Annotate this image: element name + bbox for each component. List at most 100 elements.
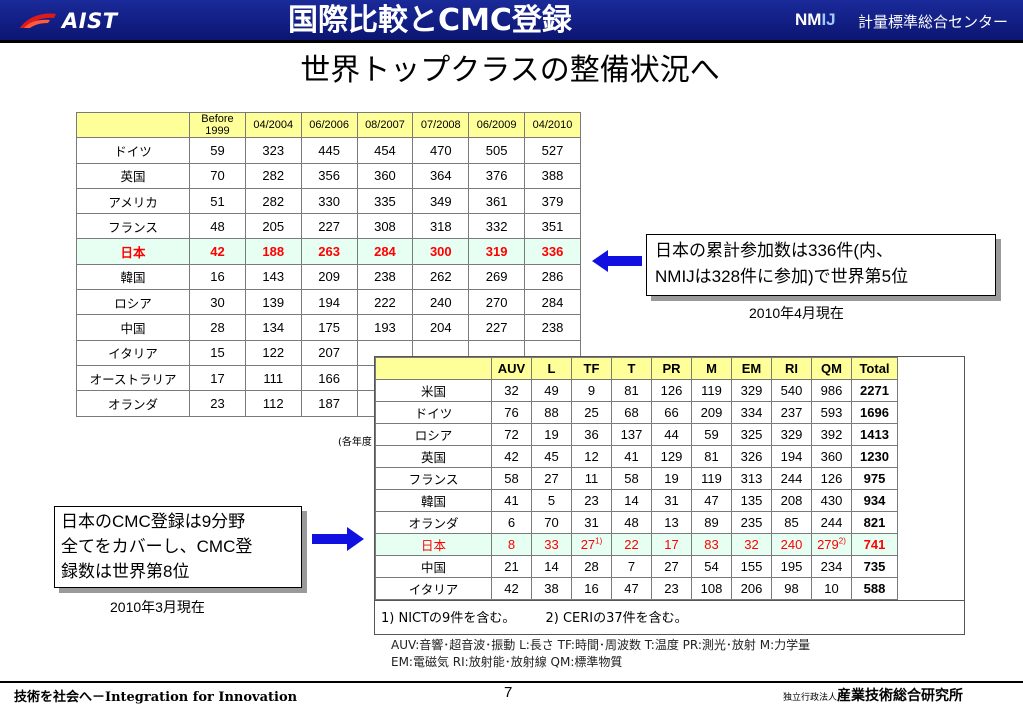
comparison-country-cell: アメリカ xyxy=(75,187,191,215)
arrow-left-icon xyxy=(592,250,642,272)
comparison-value-cell: 205 xyxy=(244,213,302,240)
cmc-value-text: 234 xyxy=(820,559,843,574)
comparison-value-cell: 28 xyxy=(189,314,246,341)
cmc-value-cell: 21 xyxy=(491,555,532,578)
cmc-value-text: 237 xyxy=(780,405,803,420)
comparison-value-cell: 175 xyxy=(300,314,358,341)
comparison-value-cell: 134 xyxy=(244,314,302,341)
comparison-country-cell: 韓国 xyxy=(75,263,191,291)
cmc-value-cell: 986 xyxy=(811,379,852,402)
cmc-value-cell: 244 xyxy=(771,467,812,490)
cmc-row: 英国 42 45 12 41 129 81 326 194 360 1230 xyxy=(375,445,898,468)
cmc-value-text: 155 xyxy=(740,559,763,574)
cmc-footnotes: 1) NICTの9件を含む。 2) CERIの37件を含む。 xyxy=(375,600,964,634)
cmc-total-cell: 741 xyxy=(851,533,898,556)
cmc-value-text: 25 xyxy=(584,405,599,420)
comparison-value-cell: 139 xyxy=(244,289,302,316)
cmc-value-text: 2271 xyxy=(860,383,889,398)
cmc-value-text: 76 xyxy=(504,405,519,420)
comparison-country-cell: 英国 xyxy=(75,162,191,189)
cmc-value-cell: 45 xyxy=(531,445,572,468)
cmc-value-cell: 234 xyxy=(811,555,852,578)
cmc-value-cell: 11 xyxy=(571,467,612,490)
cmc-value-cell: 85 xyxy=(771,511,812,534)
cmc-value-cell: 58 xyxy=(491,467,532,490)
cmc-value-cell: 54 xyxy=(691,555,732,578)
comparison-value-cell: 388 xyxy=(524,162,581,189)
cmc-value-text: 36 xyxy=(584,427,599,442)
cmc-country-cell: オランダ xyxy=(375,511,492,534)
participation-date: 2010年4月現在 xyxy=(749,305,844,321)
cmc-country-cell: イタリア xyxy=(375,577,492,600)
cmc-value-cell: 33 xyxy=(531,533,572,556)
aist-swoosh-icon xyxy=(20,13,56,28)
cmc-value-text: 6 xyxy=(507,515,516,530)
cmc-value-cell: 244 xyxy=(811,511,852,534)
cmc-value-text: 9 xyxy=(587,383,596,398)
cmc-value-cell: 14 xyxy=(611,489,652,512)
cmc-value-text: 5 xyxy=(547,493,556,508)
comparison-row: ロシア 30 139 194 222 240 270 284 xyxy=(75,289,581,316)
comparison-row: 日本 42 188 263 284 300 319 336 xyxy=(75,238,581,265)
cmc-value-text: 47 xyxy=(704,493,719,508)
cmc-value-text: 129 xyxy=(660,449,683,464)
cmc-value-cell: 47 xyxy=(691,489,732,512)
comparison-value-cell: 330 xyxy=(300,187,358,215)
cmc-col-header: EM xyxy=(731,357,772,380)
cmc-value-cell: 9 xyxy=(571,379,612,402)
cmc-total-cell: 2271 xyxy=(851,379,898,402)
cmc-value-text: 27 xyxy=(544,471,559,486)
comparison-value-cell: 16 xyxy=(189,263,246,291)
cmc-value-text: 54 xyxy=(704,559,719,574)
comparison-value-cell: 17 xyxy=(189,364,246,392)
header-rule xyxy=(0,40,1023,43)
cmc-value-text: 14 xyxy=(624,493,639,508)
nmij-logo-a: NM xyxy=(795,10,822,29)
comparison-value-cell: 166 xyxy=(300,364,358,392)
comparison-value-cell: 356 xyxy=(300,162,358,189)
footer-org-name: 産業技術総合研究所 xyxy=(837,688,964,704)
cmc-value-cell: 155 xyxy=(731,555,772,578)
cmc-value-cell: 13 xyxy=(651,511,692,534)
cmc-total-cell: 735 xyxy=(851,555,898,578)
cmc-value-text: 119 xyxy=(701,471,722,486)
participation-callout-line1: 日本の累計参加数は336件(内、 xyxy=(655,241,894,260)
cmc-value-cell: 119 xyxy=(691,379,732,402)
cmc-header-row: AUV L TF T PR M EM RI QM Total xyxy=(375,357,898,380)
arrow-right-icon xyxy=(312,527,364,551)
cmc-total-cell: 1696 xyxy=(851,401,898,424)
cmc-value-cell: 129 xyxy=(651,445,692,468)
cmc-value-cell: 81 xyxy=(691,445,732,468)
comparison-value-cell: 263 xyxy=(300,238,358,265)
cmc-row: ドイツ 76 88 25 68 66 209 334 237 593 1696 xyxy=(375,401,898,424)
cmc-value-cell: 329 xyxy=(731,379,772,402)
cmc-value-cell: 5 xyxy=(531,489,572,512)
cmc-value-cell: 41 xyxy=(491,489,532,512)
cmc-value-cell: 41 xyxy=(611,445,652,468)
comparison-value-cell: 70 xyxy=(189,162,246,189)
cmc-value-cell: 593 xyxy=(811,401,852,424)
cmc-value-cell: 36 xyxy=(571,423,612,446)
cmc-corner-cell xyxy=(375,357,492,380)
header-band xyxy=(0,0,1023,42)
cmc-value-cell: 17 xyxy=(651,533,692,556)
page-title: 国際比較とCMC登録 xyxy=(288,3,572,38)
cmc-value-text: 31 xyxy=(664,493,679,508)
cmc-row: イタリア 42 38 16 47 23 108 206 98 10 588 xyxy=(375,577,898,600)
cmc-value-text: 49 xyxy=(544,383,559,398)
cmc-value-text: 1413 xyxy=(860,427,889,442)
cmc-value-cell: 72 xyxy=(491,423,532,446)
comparison-value-cell: 207 xyxy=(300,339,358,366)
cmc-value-cell: 44 xyxy=(651,423,692,446)
cmc-value-text: 235 xyxy=(740,515,763,530)
cmc-value-cell: 209 xyxy=(691,401,732,424)
cmc-value-text: 98 xyxy=(784,581,799,596)
comparison-value-cell: 300 xyxy=(412,238,470,265)
field-legend: AUV:音響･超音波･振動 L:長さ TF:時間･周波数 T:温度 PR:測光･… xyxy=(391,637,810,671)
cmc-value-text: 81 xyxy=(704,449,719,464)
cmc-value-text: 135 xyxy=(740,493,763,508)
cmc-value-cell: 119 xyxy=(691,467,732,490)
cmc-total-cell: 975 xyxy=(851,467,898,490)
cmc-value-cell: 360 xyxy=(811,445,852,468)
comparison-value-cell: 143 xyxy=(244,263,302,291)
